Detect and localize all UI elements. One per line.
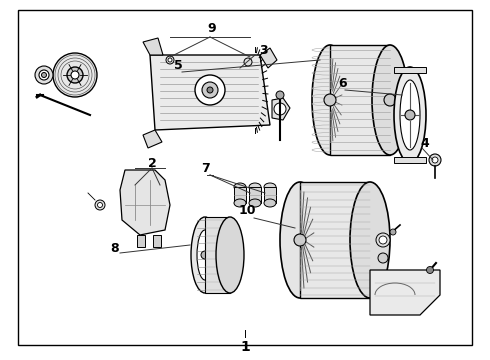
Polygon shape [150,55,270,130]
Polygon shape [260,48,277,68]
Circle shape [95,200,105,210]
Circle shape [432,157,438,163]
Circle shape [53,53,97,97]
Ellipse shape [216,217,244,293]
Ellipse shape [312,45,348,155]
Bar [153,235,161,247]
Text: 3: 3 [259,44,268,57]
Text: 10: 10 [238,203,256,216]
Ellipse shape [264,183,276,191]
Bar [394,157,426,163]
Ellipse shape [400,80,420,150]
Circle shape [384,94,396,106]
Text: 6: 6 [339,77,347,90]
Circle shape [379,236,387,244]
Circle shape [244,58,252,66]
Ellipse shape [249,199,261,207]
Circle shape [324,94,336,106]
Circle shape [166,56,174,64]
Circle shape [376,233,390,247]
Circle shape [276,91,284,99]
Text: 1: 1 [240,340,250,354]
Ellipse shape [197,230,213,280]
Circle shape [195,75,225,105]
Text: 7: 7 [200,162,209,175]
Circle shape [274,103,286,115]
Ellipse shape [394,67,426,163]
Text: 5: 5 [173,59,182,72]
Ellipse shape [234,183,246,191]
Ellipse shape [264,199,276,207]
Circle shape [98,202,102,207]
Ellipse shape [234,199,246,207]
Ellipse shape [280,182,320,298]
Bar [249,187,261,203]
Polygon shape [370,270,440,315]
Ellipse shape [249,183,261,191]
Circle shape [201,251,209,259]
Circle shape [35,66,53,84]
Bar [300,182,370,298]
Ellipse shape [191,217,219,293]
Circle shape [42,72,47,77]
Circle shape [405,110,415,120]
Bar [205,217,230,293]
Polygon shape [143,130,162,148]
Text: 9: 9 [208,22,216,35]
Polygon shape [272,98,290,120]
Circle shape [294,234,306,246]
Bar [137,235,145,247]
Bar [330,45,390,155]
Circle shape [378,253,388,263]
Polygon shape [143,38,163,55]
Circle shape [426,266,434,274]
Circle shape [390,229,396,235]
Text: 8: 8 [111,242,119,255]
Bar [264,187,276,203]
Bar [234,187,246,203]
Circle shape [168,58,172,62]
Circle shape [67,67,83,83]
Polygon shape [120,170,170,235]
Circle shape [207,87,213,93]
Ellipse shape [372,45,408,155]
Circle shape [202,82,218,98]
Ellipse shape [350,182,390,298]
Text: 2: 2 [147,157,156,170]
Circle shape [429,154,441,166]
Circle shape [39,70,49,80]
Bar [394,67,426,73]
Text: 4: 4 [420,136,429,149]
Circle shape [71,71,79,79]
